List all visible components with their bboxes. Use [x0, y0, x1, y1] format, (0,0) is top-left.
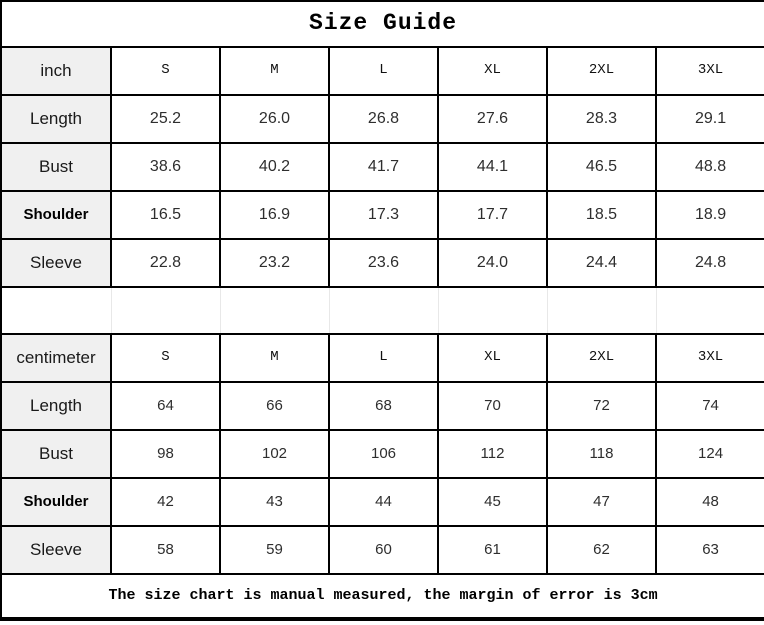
size-value-cell: 24.0: [437, 238, 548, 288]
size-value-cell: 45: [437, 477, 548, 527]
table-row: Shoulder 16.5 16.9 17.3 17.7 18.5 18.9: [0, 190, 764, 240]
size-value-cell: 44.1: [437, 142, 548, 192]
size-value-cell: 112: [437, 429, 548, 479]
spacer-cell: [110, 286, 221, 335]
size-value-cell: 66: [219, 381, 330, 431]
size-value-cell: 72: [546, 381, 657, 431]
size-value-cell: 102: [219, 429, 330, 479]
row-label-shoulder-inch: Shoulder: [0, 190, 112, 240]
row-label-bust-inch: Bust: [0, 142, 112, 192]
size-value-cell: 24.4: [546, 238, 657, 288]
row-label-bust-cm: Bust: [0, 429, 112, 479]
size-value-cell: 106: [328, 429, 439, 479]
size-value-cell: 18.9: [654, 190, 764, 240]
size-value-cell: 46.5: [546, 142, 657, 192]
table-row: Sleeve 58 59 60 61 62 63: [0, 525, 764, 575]
size-value-cell: 63: [654, 525, 764, 575]
size-value-cell: 68: [328, 381, 439, 431]
size-value-cell: 23.2: [219, 238, 330, 288]
size-value-cell: 24.8: [654, 238, 764, 288]
row-label-sleeve-cm: Sleeve: [0, 525, 112, 575]
size-column-header: XL: [437, 333, 548, 383]
size-value-cell: 27.6: [437, 94, 548, 144]
size-value-cell: 70: [437, 381, 548, 431]
size-value-cell: 40.2: [219, 142, 330, 192]
size-value-cell: 41.7: [328, 142, 439, 192]
size-value-cell: 47: [546, 477, 657, 527]
size-column-header: S: [110, 46, 221, 96]
footer-row: The size chart is manual measured, the m…: [0, 573, 764, 620]
size-column-header: S: [110, 333, 221, 383]
size-value-cell: 28.3: [546, 94, 657, 144]
size-column-header: 3XL: [654, 333, 764, 383]
spacer-row: [0, 286, 764, 335]
row-label-sleeve-inch: Sleeve: [0, 238, 112, 288]
size-value-cell: 43: [219, 477, 330, 527]
size-guide-title: Size Guide: [0, 0, 764, 48]
size-column-header: L: [328, 46, 439, 96]
size-column-header: 3XL: [654, 46, 764, 96]
title-row: Size Guide: [0, 0, 764, 48]
size-column-header: L: [328, 333, 439, 383]
size-value-cell: 29.1: [654, 94, 764, 144]
table-row: Shoulder 42 43 44 45 47 48: [0, 477, 764, 527]
size-value-cell: 98: [110, 429, 221, 479]
size-value-cell: 18.5: [546, 190, 657, 240]
size-value-cell: 124: [654, 429, 764, 479]
size-value-cell: 58: [110, 525, 221, 575]
inch-header-row: inch S M L XL 2XL 3XL: [0, 46, 764, 96]
table-row: Bust 98 102 106 112 118 124: [0, 429, 764, 479]
row-label-length-cm: Length: [0, 381, 112, 431]
row-label-length-inch: Length: [0, 94, 112, 144]
size-column-header: M: [219, 46, 330, 96]
measurement-note: The size chart is manual measured, the m…: [0, 573, 764, 620]
size-column-header: XL: [437, 46, 548, 96]
unit-header-centimeter: centimeter: [0, 333, 112, 383]
size-value-cell: 48: [654, 477, 764, 527]
size-value-cell: 16.9: [219, 190, 330, 240]
table-row: Length 64 66 68 70 72 74: [0, 381, 764, 431]
size-value-cell: 25.2: [110, 94, 221, 144]
size-value-cell: 38.6: [110, 142, 221, 192]
centimeter-header-row: centimeter S M L XL 2XL 3XL: [0, 333, 764, 383]
row-label-shoulder-cm: Shoulder: [0, 477, 112, 527]
size-value-cell: 60: [328, 525, 439, 575]
table-row: Length 25.2 26.0 26.8 27.6 28.3 29.1: [0, 94, 764, 144]
size-value-cell: 16.5: [110, 190, 221, 240]
size-value-cell: 17.7: [437, 190, 548, 240]
size-value-cell: 62: [546, 525, 657, 575]
table-row: Sleeve 22.8 23.2 23.6 24.0 24.4 24.8: [0, 238, 764, 288]
size-value-cell: 74: [654, 381, 764, 431]
spacer-cell: [328, 286, 439, 335]
size-value-cell: 26.8: [328, 94, 439, 144]
table-row: Bust 38.6 40.2 41.7 44.1 46.5 48.8: [0, 142, 764, 192]
size-value-cell: 42: [110, 477, 221, 527]
size-value-cell: 23.6: [328, 238, 439, 288]
size-column-header: 2XL: [546, 333, 657, 383]
size-value-cell: 61: [437, 525, 548, 575]
size-value-cell: 17.3: [328, 190, 439, 240]
size-value-cell: 59: [219, 525, 330, 575]
unit-header-inch: inch: [0, 46, 112, 96]
size-value-cell: 64: [110, 381, 221, 431]
spacer-cell: [437, 286, 548, 335]
size-value-cell: 22.8: [110, 238, 221, 288]
spacer-cell: [655, 286, 764, 335]
size-column-header: M: [219, 333, 330, 383]
spacer-cell: [0, 286, 112, 335]
size-column-header: 2XL: [546, 46, 657, 96]
size-value-cell: 26.0: [219, 94, 330, 144]
size-value-cell: 118: [546, 429, 657, 479]
size-value-cell: 44: [328, 477, 439, 527]
spacer-cell: [219, 286, 330, 335]
size-value-cell: 48.8: [654, 142, 764, 192]
spacer-cell: [546, 286, 657, 335]
